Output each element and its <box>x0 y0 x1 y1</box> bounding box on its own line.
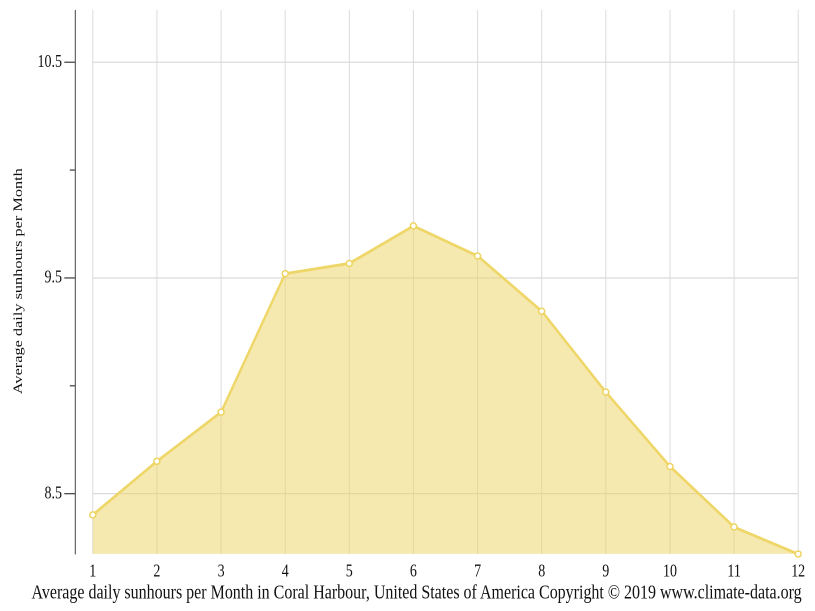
svg-text:Average daily sunhours per Mon: Average daily sunhours per Month <box>11 167 25 394</box>
svg-text:2: 2 <box>153 562 160 581</box>
svg-text:11: 11 <box>727 562 740 581</box>
svg-text:5: 5 <box>346 562 353 581</box>
svg-text:9.5: 9.5 <box>45 268 63 287</box>
svg-text:3: 3 <box>218 562 225 581</box>
svg-text:8.5: 8.5 <box>45 484 63 503</box>
svg-text:8: 8 <box>538 562 545 581</box>
svg-text:1: 1 <box>89 562 96 581</box>
svg-text:4: 4 <box>282 562 289 581</box>
svg-text:Average daily sunhours per Mon: Average daily sunhours per Month in Cora… <box>31 581 801 603</box>
svg-text:10: 10 <box>663 562 677 581</box>
svg-text:6: 6 <box>410 562 417 581</box>
svg-text:12: 12 <box>791 562 805 581</box>
svg-text:7: 7 <box>474 562 481 581</box>
svg-text:9: 9 <box>602 562 609 581</box>
svg-text:10.5: 10.5 <box>38 53 63 72</box>
